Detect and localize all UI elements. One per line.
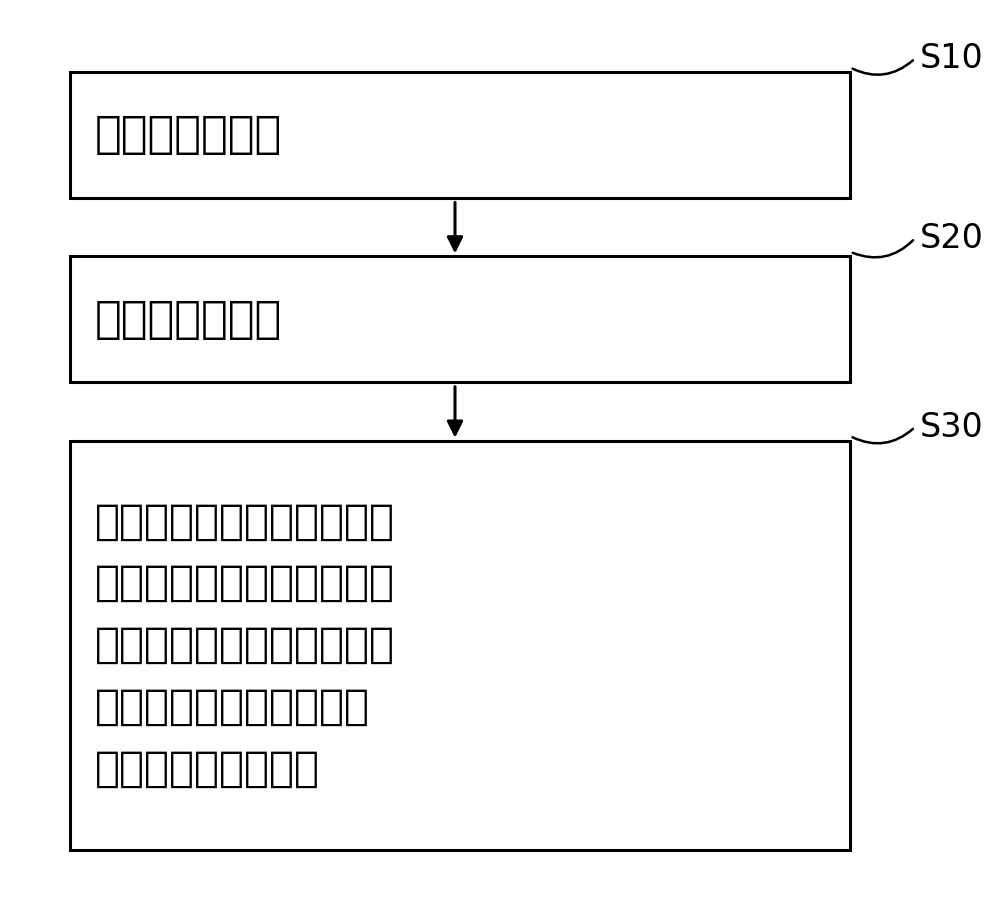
FancyBboxPatch shape [70,441,850,850]
FancyBboxPatch shape [70,72,850,198]
Text: S10: S10 [920,42,984,75]
Text: 获取基准压力值: 获取基准压力值 [95,113,282,156]
Text: S30: S30 [920,411,984,443]
FancyBboxPatch shape [70,256,850,382]
Text: 接收排气压力值: 接收排气压力值 [95,298,282,341]
Text: S20: S20 [920,222,984,254]
Text: 依据基准压力值和排气压力
值的差值控制回油管组件由
关闭状态切换为开启状态，
或控制回油管组件由开启
状态切换为关闭状态: 依据基准压力值和排气压力 值的差值控制回油管组件由 关闭状态切换为开启状态， 或… [95,501,395,789]
